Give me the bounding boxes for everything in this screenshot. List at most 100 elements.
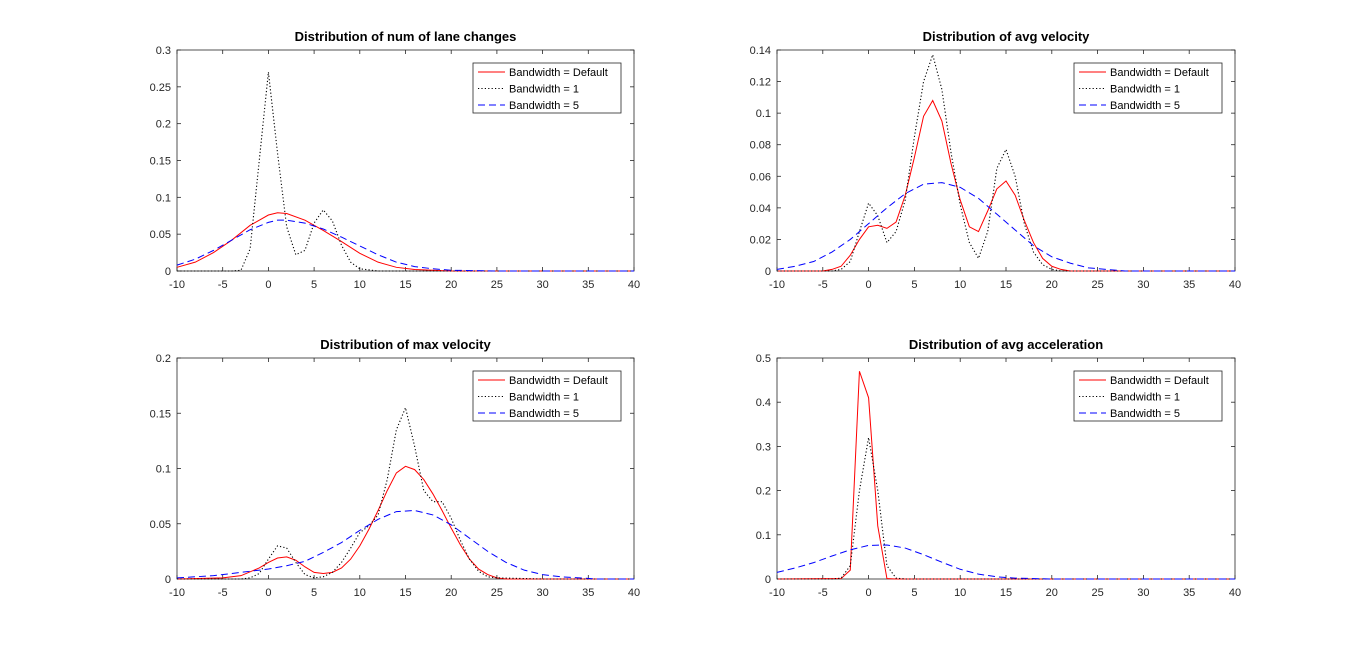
y-tick-label: 0.5 — [756, 353, 771, 365]
x-tick-label: 5 — [311, 587, 317, 599]
y-tick-label: 0.3 — [156, 45, 171, 57]
x-tick-label: -5 — [818, 279, 828, 291]
x-tick-label: 25 — [491, 587, 503, 599]
legend-label: Bandwidth = Default — [1110, 375, 1209, 387]
y-tick-label: 0 — [765, 574, 771, 586]
chart-3: Distribution of max velocity -10 -5 0 5 10 15 2… — [150, 337, 641, 599]
legend: Bandwidth = Default Bandwidth = 1 Bandwidt… — [1073, 62, 1223, 114]
x-tick-label: 20 — [445, 279, 457, 291]
x-tick-label: 25 — [1091, 279, 1103, 291]
series-line-3 — [776, 182, 1235, 272]
chart-title: Distribution of avg velocity — [923, 29, 1091, 44]
x-tick-label: 30 — [536, 587, 548, 599]
legend: Bandwidth = Default Bandwidth = 1 Bandwidt… — [472, 370, 622, 422]
y-tick-label: 0.2 — [756, 486, 771, 498]
x-tick-label: 30 — [1137, 279, 1149, 291]
y-tick-label: 0.2 — [156, 119, 171, 131]
legend: Bandwidth = Default Bandwidth = 1 Bandwidt… — [472, 62, 622, 114]
legend-box — [472, 370, 622, 422]
legend-label: Bandwidth = 5 — [509, 408, 579, 420]
x-tick-label: 0 — [866, 587, 872, 599]
y-tick-label: 0.1 — [756, 530, 771, 542]
y-tick-label: 0.15 — [150, 408, 171, 420]
legend-box — [472, 62, 622, 114]
x-tick-label: 10 — [354, 587, 366, 599]
x-tick-label: -5 — [218, 587, 228, 599]
x-tick-label: 10 — [354, 279, 366, 291]
x-tick-label: 20 — [445, 587, 457, 599]
legend-box — [1073, 62, 1223, 114]
x-tick-label: 15 — [399, 279, 411, 291]
x-tick-label: 25 — [491, 279, 503, 291]
y-tick-label: 0.14 — [750, 45, 771, 57]
legend: Bandwidth = Default Bandwidth = 1 Bandwidt… — [1073, 370, 1223, 422]
chart-title: Distribution of avg acceleration — [909, 337, 1103, 352]
x-tick-label: 30 — [536, 279, 548, 291]
chart-4: Distribution of avg acceleration -10 -5 0 5 1… — [756, 337, 1241, 599]
y-tick-label: 0.3 — [756, 441, 771, 453]
x-tick-label: -10 — [169, 587, 185, 599]
x-tick-label: 20 — [1046, 587, 1058, 599]
y-tick-label: 0.1 — [156, 192, 171, 204]
x-tick-label: 25 — [1091, 587, 1103, 599]
x-tick-label: 40 — [1229, 279, 1241, 291]
y-tick-label: 0.12 — [750, 77, 771, 89]
chart-title: Distribution of max velocity — [320, 337, 491, 352]
x-tick-label: 35 — [1183, 587, 1195, 599]
legend-label: Bandwidth = 1 — [509, 392, 579, 404]
y-tick-label: 0 — [165, 266, 171, 278]
x-tick-label: 40 — [1229, 587, 1241, 599]
legend-label: Bandwidth = 1 — [1110, 84, 1180, 96]
series-line-2 — [177, 405, 634, 580]
series-line-3 — [776, 544, 1235, 580]
y-tick-label: 0.05 — [150, 519, 171, 531]
chart-1: Distribution of num of lane changes -10 -5… — [150, 29, 641, 291]
legend-box — [1073, 370, 1223, 422]
x-tick-label: 35 — [1183, 279, 1195, 291]
legend-label: Bandwidth = 5 — [1110, 100, 1180, 112]
x-tick-label: 0 — [866, 279, 872, 291]
x-tick-label: 35 — [582, 587, 594, 599]
x-tick-label: 30 — [1137, 587, 1149, 599]
chart-2: Distribution of avg velocity -10 -5 0 5 10 15 2… — [750, 29, 1242, 291]
y-tick-label: 0.15 — [150, 156, 171, 168]
legend-label: Bandwidth = Default — [509, 67, 608, 79]
y-tick-label: 0.1 — [756, 108, 771, 120]
x-tick-label: 10 — [954, 587, 966, 599]
legend-label: Bandwidth = Default — [509, 375, 608, 387]
x-tick-label: 20 — [1046, 279, 1058, 291]
x-tick-label: -10 — [769, 279, 785, 291]
x-tick-label: 0 — [265, 587, 271, 599]
legend-label: Bandwidth = 1 — [509, 84, 579, 96]
y-tick-label: 0.04 — [750, 203, 771, 215]
legend-label: Bandwidth = 5 — [509, 100, 579, 112]
y-tick-label: 0.05 — [150, 229, 171, 241]
x-tick-label: 40 — [628, 587, 640, 599]
y-tick-label: 0 — [165, 574, 171, 586]
y-tick-label: 0 — [765, 266, 771, 278]
y-tick-label: 0.06 — [750, 171, 771, 183]
y-tick-label: 0.1 — [156, 464, 171, 476]
y-tick-label: 0.4 — [756, 397, 771, 409]
legend-label: Bandwidth = 1 — [1110, 392, 1180, 404]
x-tick-label: 40 — [628, 279, 640, 291]
series-line-1 — [777, 99, 1235, 272]
series-line-1 — [176, 465, 634, 580]
x-tick-label: 5 — [311, 279, 317, 291]
x-tick-label: 15 — [1000, 587, 1012, 599]
x-tick-label: -5 — [218, 279, 228, 291]
x-tick-label: 15 — [1000, 279, 1012, 291]
y-tick-label: 0.08 — [750, 140, 771, 152]
x-tick-label: 5 — [911, 279, 917, 291]
series-line-3 — [176, 219, 634, 272]
y-tick-label: 0.02 — [750, 234, 771, 246]
x-tick-label: -10 — [769, 587, 785, 599]
x-tick-label: -5 — [818, 587, 828, 599]
legend-label: Bandwidth = 5 — [1110, 408, 1180, 420]
x-tick-label: 15 — [399, 587, 411, 599]
y-tick-label: 0.25 — [150, 82, 171, 94]
x-tick-label: -10 — [169, 279, 185, 291]
legend-label: Bandwidth = Default — [1110, 67, 1209, 79]
x-tick-label: 5 — [911, 587, 917, 599]
